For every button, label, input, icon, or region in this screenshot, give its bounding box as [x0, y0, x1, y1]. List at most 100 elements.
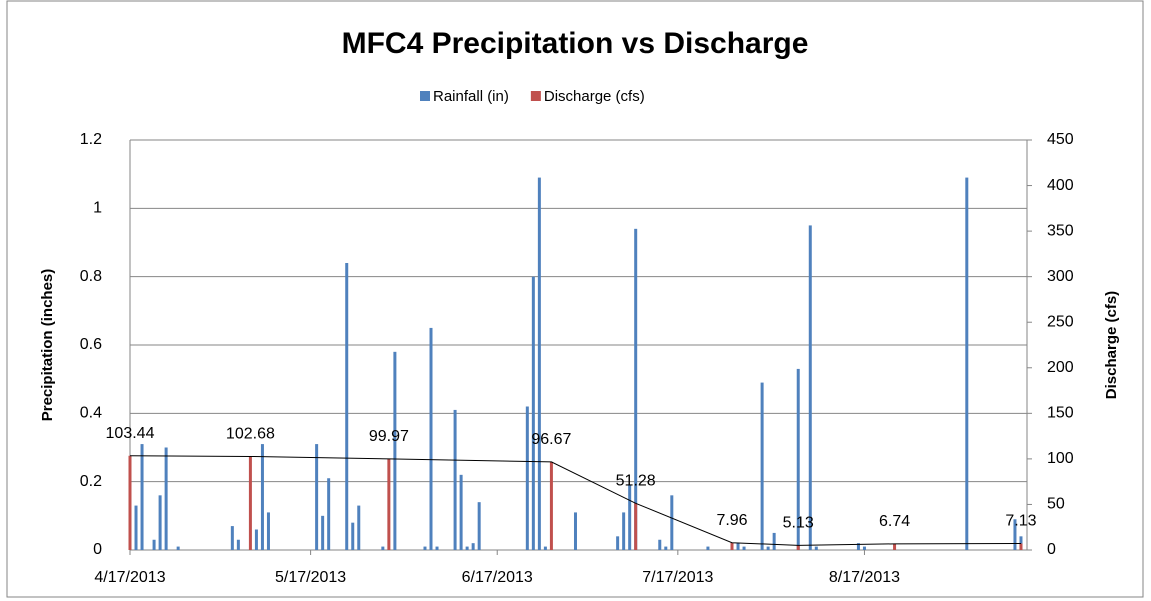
bar — [814, 546, 818, 550]
y2-tick-label: 450 — [1047, 131, 1074, 148]
x-tick-label: 6/17/2013 — [462, 569, 533, 586]
bar — [658, 539, 662, 550]
bar — [381, 546, 385, 550]
bar — [634, 503, 638, 550]
bar — [543, 546, 547, 550]
bar — [965, 177, 969, 551]
bar — [808, 225, 812, 550]
bar — [459, 474, 463, 550]
bar — [429, 327, 433, 550]
y2-tick-label: 350 — [1047, 222, 1074, 239]
bar — [134, 505, 138, 550]
y-tick-label: 0 — [93, 541, 102, 558]
bar — [152, 539, 156, 550]
bar — [140, 444, 144, 550]
bar — [856, 543, 860, 550]
y-tick-label: 0.6 — [80, 336, 102, 353]
bar — [706, 546, 710, 550]
y2-tick-label: 150 — [1047, 405, 1074, 422]
y2-tick-label: 250 — [1047, 313, 1074, 330]
bar — [357, 505, 361, 550]
series-line — [129, 455, 1021, 546]
bar — [423, 546, 427, 550]
x-tick-label: 4/17/2013 — [94, 569, 165, 586]
bar — [230, 526, 234, 550]
bar — [164, 447, 168, 550]
data-label: 103.44 — [106, 425, 155, 442]
bar — [893, 543, 897, 550]
x-tick-label: 7/17/2013 — [642, 569, 713, 586]
bar — [1019, 536, 1023, 550]
bar — [766, 546, 770, 550]
bar — [549, 461, 553, 550]
bar — [387, 458, 391, 550]
bar — [760, 382, 764, 550]
y-tick-label: 1 — [93, 200, 102, 217]
bar — [736, 543, 740, 550]
data-label: 7.96 — [716, 512, 747, 529]
bar — [573, 512, 577, 550]
y2-axis-title: Discharge (cfs) — [1103, 291, 1120, 399]
chart-frame — [6, 0, 1144, 598]
bar — [742, 546, 746, 550]
bar — [670, 495, 674, 550]
x-tick-label: 5/17/2013 — [275, 569, 346, 586]
legend-label: Rainfall (in) — [433, 88, 509, 105]
legend-label: Discharge (cfs) — [544, 88, 645, 105]
bar — [616, 536, 620, 550]
data-label: 51.28 — [616, 472, 656, 489]
y-tick-label: 1.2 — [80, 131, 102, 148]
bar — [796, 368, 800, 550]
data-label: 7.13 — [1005, 513, 1036, 530]
bar — [862, 546, 866, 550]
bar — [1019, 543, 1023, 550]
bar — [435, 546, 439, 550]
y2-tick-label: 50 — [1047, 496, 1065, 513]
bar — [634, 228, 638, 551]
bar — [315, 444, 319, 550]
bar — [730, 542, 734, 550]
bar — [664, 546, 668, 550]
y-tick-label: 0.4 — [80, 405, 102, 422]
bar — [254, 529, 258, 550]
bar — [248, 456, 252, 550]
bar — [525, 406, 529, 550]
chart-title: MFC4 Precipitation vs Discharge — [342, 27, 809, 60]
bar — [531, 276, 535, 550]
bar — [628, 485, 632, 550]
data-label: 96.67 — [531, 431, 571, 448]
y2-tick-label: 0 — [1047, 541, 1056, 558]
bar — [537, 177, 541, 551]
bar — [393, 351, 397, 550]
y2-tick-label: 400 — [1047, 177, 1074, 194]
legend-swatch — [420, 91, 430, 101]
bar — [477, 502, 481, 550]
bar — [260, 444, 264, 550]
bar — [266, 512, 270, 550]
bar — [236, 539, 240, 550]
x-tick-label: 8/17/2013 — [829, 569, 900, 586]
bar — [158, 495, 162, 550]
y-tick-label: 0.2 — [80, 473, 102, 490]
bar — [345, 263, 349, 550]
data-label: 6.74 — [879, 513, 910, 530]
bar — [321, 515, 325, 550]
bar — [176, 546, 180, 550]
bar — [471, 543, 475, 550]
y-axis-title: Precipitation (inches) — [39, 269, 56, 422]
bar — [772, 532, 776, 550]
bar — [453, 409, 457, 550]
data-label: 99.97 — [369, 428, 409, 445]
bar — [351, 522, 355, 550]
legend-swatch — [530, 91, 541, 101]
y2-tick-label: 100 — [1047, 450, 1074, 467]
data-label: 5.13 — [783, 515, 814, 532]
bar — [796, 545, 800, 550]
bar — [465, 546, 469, 550]
data-label: 102.68 — [226, 426, 275, 443]
bar — [622, 512, 626, 550]
y2-tick-label: 200 — [1047, 359, 1074, 376]
y2-tick-label: 300 — [1047, 268, 1074, 285]
bar — [128, 455, 132, 550]
